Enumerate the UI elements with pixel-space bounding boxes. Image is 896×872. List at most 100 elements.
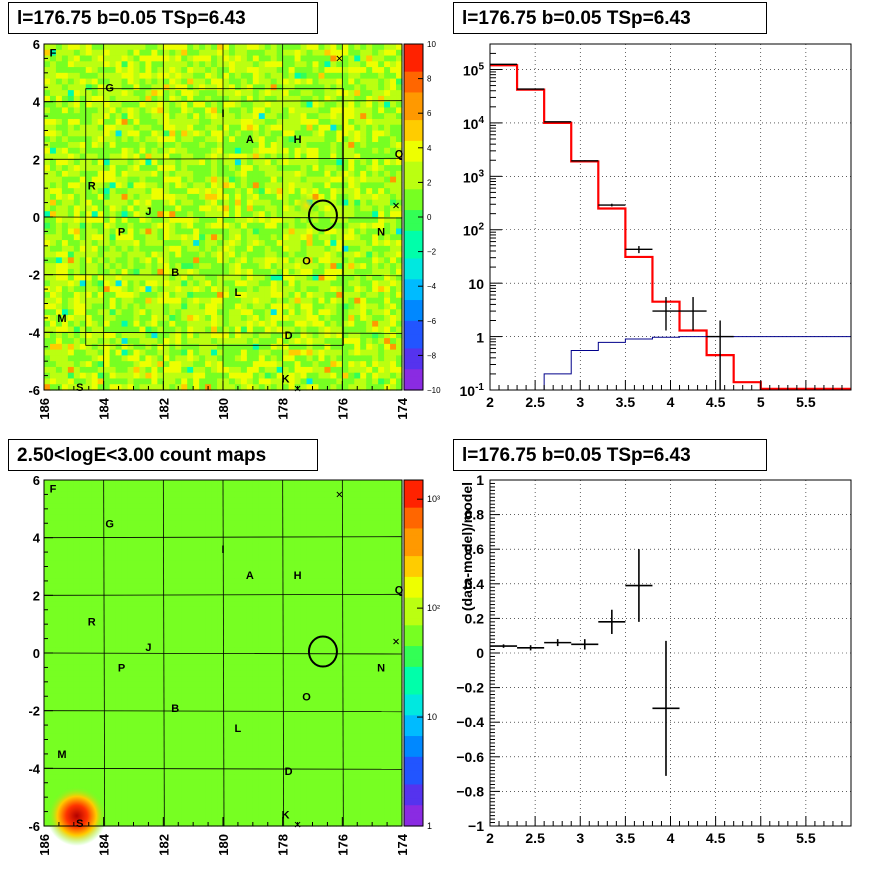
map-pixel xyxy=(79,768,87,775)
map-pixel xyxy=(240,378,248,385)
map-pixel xyxy=(121,699,129,706)
map-pixel xyxy=(103,710,111,718)
map-pixel xyxy=(318,72,326,80)
map-pixel xyxy=(288,251,296,258)
map-pixel xyxy=(378,280,385,287)
map-pixel xyxy=(258,343,266,351)
map-pixel xyxy=(85,113,93,120)
map-pixel xyxy=(115,326,123,333)
map-pixel xyxy=(157,366,164,374)
map-pixel xyxy=(139,583,147,591)
map-pixel xyxy=(217,49,224,57)
map-pixel xyxy=(384,136,391,143)
map-pixel xyxy=(223,176,230,183)
map-pixel xyxy=(318,228,326,235)
map-pixel xyxy=(354,315,361,322)
map-pixel xyxy=(240,159,248,166)
map-pixel xyxy=(85,768,93,775)
map-pixel xyxy=(139,274,147,282)
map-pixel xyxy=(91,583,99,591)
map-pixel xyxy=(49,503,57,510)
map-pixel xyxy=(91,595,99,602)
map-pixel xyxy=(157,384,164,391)
map-pixel xyxy=(336,234,343,241)
map-pixel xyxy=(390,309,397,316)
map-pixel xyxy=(360,211,367,218)
map-pixel xyxy=(73,291,81,299)
map-pixel xyxy=(342,72,349,80)
map-pixel xyxy=(109,768,117,775)
map-pixel xyxy=(246,343,254,351)
map-pixel xyxy=(252,124,260,132)
map-pixel xyxy=(384,153,391,160)
map-pixel xyxy=(145,159,152,166)
map-pixel xyxy=(121,182,129,189)
map-pixel xyxy=(97,159,105,166)
map-pixel xyxy=(109,693,117,700)
map-pixel xyxy=(151,165,158,172)
map-pixel xyxy=(390,217,397,224)
map-pixel xyxy=(55,136,63,143)
map-pixel xyxy=(145,480,152,487)
map-pixel xyxy=(103,808,111,816)
map-pixel xyxy=(282,113,290,120)
map-pixel xyxy=(79,485,87,493)
map-pixel xyxy=(97,326,105,333)
map-pixel xyxy=(157,303,164,310)
map-pixel xyxy=(139,84,147,91)
map-pixel xyxy=(61,595,69,602)
map-pixel xyxy=(61,739,69,746)
map-pixel xyxy=(252,211,260,218)
map-pixel xyxy=(85,641,93,648)
map-pixel xyxy=(109,118,117,126)
map-pixel xyxy=(139,343,147,351)
map-pixel xyxy=(145,136,152,143)
map-pixel xyxy=(258,349,266,356)
map-pixel xyxy=(240,326,248,333)
map-pixel xyxy=(61,508,69,516)
map-pixel xyxy=(246,251,254,258)
map-pixel xyxy=(61,332,69,339)
map-pixel xyxy=(223,78,230,85)
map-pixel xyxy=(44,118,51,126)
map-pixel xyxy=(264,245,272,253)
source-circle xyxy=(307,199,338,232)
map-pixel xyxy=(44,572,51,579)
map-pixel xyxy=(258,257,266,264)
map-pixel xyxy=(97,768,105,775)
map-pixel xyxy=(252,49,260,57)
map-pixel xyxy=(396,44,403,51)
map-pixel xyxy=(396,222,403,230)
map-pixel xyxy=(217,159,224,166)
map-pixel xyxy=(103,315,111,322)
map-pixel xyxy=(181,217,188,224)
map-pixel xyxy=(139,78,147,85)
map-pixel xyxy=(312,257,320,264)
map-pixel xyxy=(318,240,326,247)
map-pixel xyxy=(103,664,111,671)
map-pixel xyxy=(294,142,302,149)
map-pixel xyxy=(228,268,236,276)
map-pixel xyxy=(330,320,337,328)
map-pixel xyxy=(318,142,326,149)
map-pixel xyxy=(145,176,152,183)
map-pixel xyxy=(348,67,355,74)
map-pixel xyxy=(91,130,99,137)
map-pixel xyxy=(193,44,200,51)
map-pixel xyxy=(372,124,379,132)
map-pixel xyxy=(396,113,403,120)
map-pixel xyxy=(79,739,87,746)
map-pixel xyxy=(61,578,69,585)
map-pixel xyxy=(85,222,93,230)
y-tick-label: -2 xyxy=(28,268,40,283)
map-pixel xyxy=(366,228,373,235)
map-pixel xyxy=(396,211,403,218)
map-pixel xyxy=(234,286,242,293)
map-pixel xyxy=(199,211,206,218)
map-pixel xyxy=(223,165,230,172)
map-pixel xyxy=(133,361,141,368)
map-pixel xyxy=(91,170,99,178)
map-pixel xyxy=(121,508,129,516)
map-pixel xyxy=(211,182,218,189)
map-pixel xyxy=(354,234,361,241)
